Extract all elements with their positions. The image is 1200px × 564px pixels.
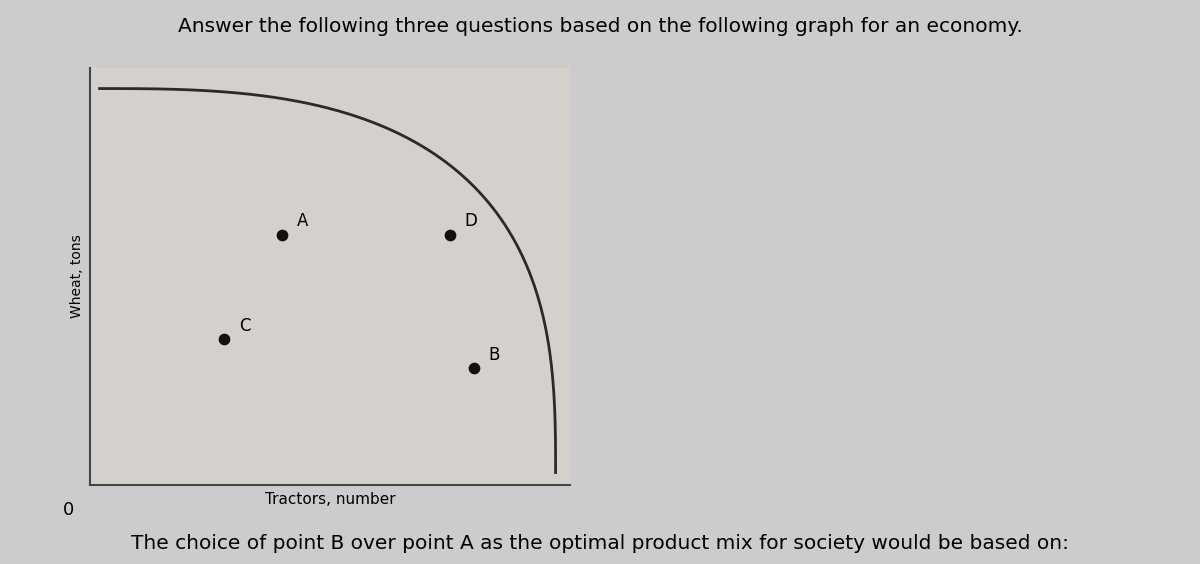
Text: 0: 0 [62,501,74,519]
Text: The choice of point B over point A as the optimal product mix for society would : The choice of point B over point A as th… [131,534,1069,553]
Point [272,230,292,239]
Text: B: B [488,346,499,364]
Point [464,364,484,373]
Text: Answer the following three questions based on the following graph for an economy: Answer the following three questions bas… [178,17,1022,36]
Point [440,230,460,239]
Text: C: C [239,317,251,335]
Text: D: D [464,213,478,231]
X-axis label: Tractors, number: Tractors, number [265,492,395,507]
Point [215,334,234,343]
Y-axis label: Wheat, tons: Wheat, tons [71,235,84,318]
Text: A: A [296,213,307,231]
